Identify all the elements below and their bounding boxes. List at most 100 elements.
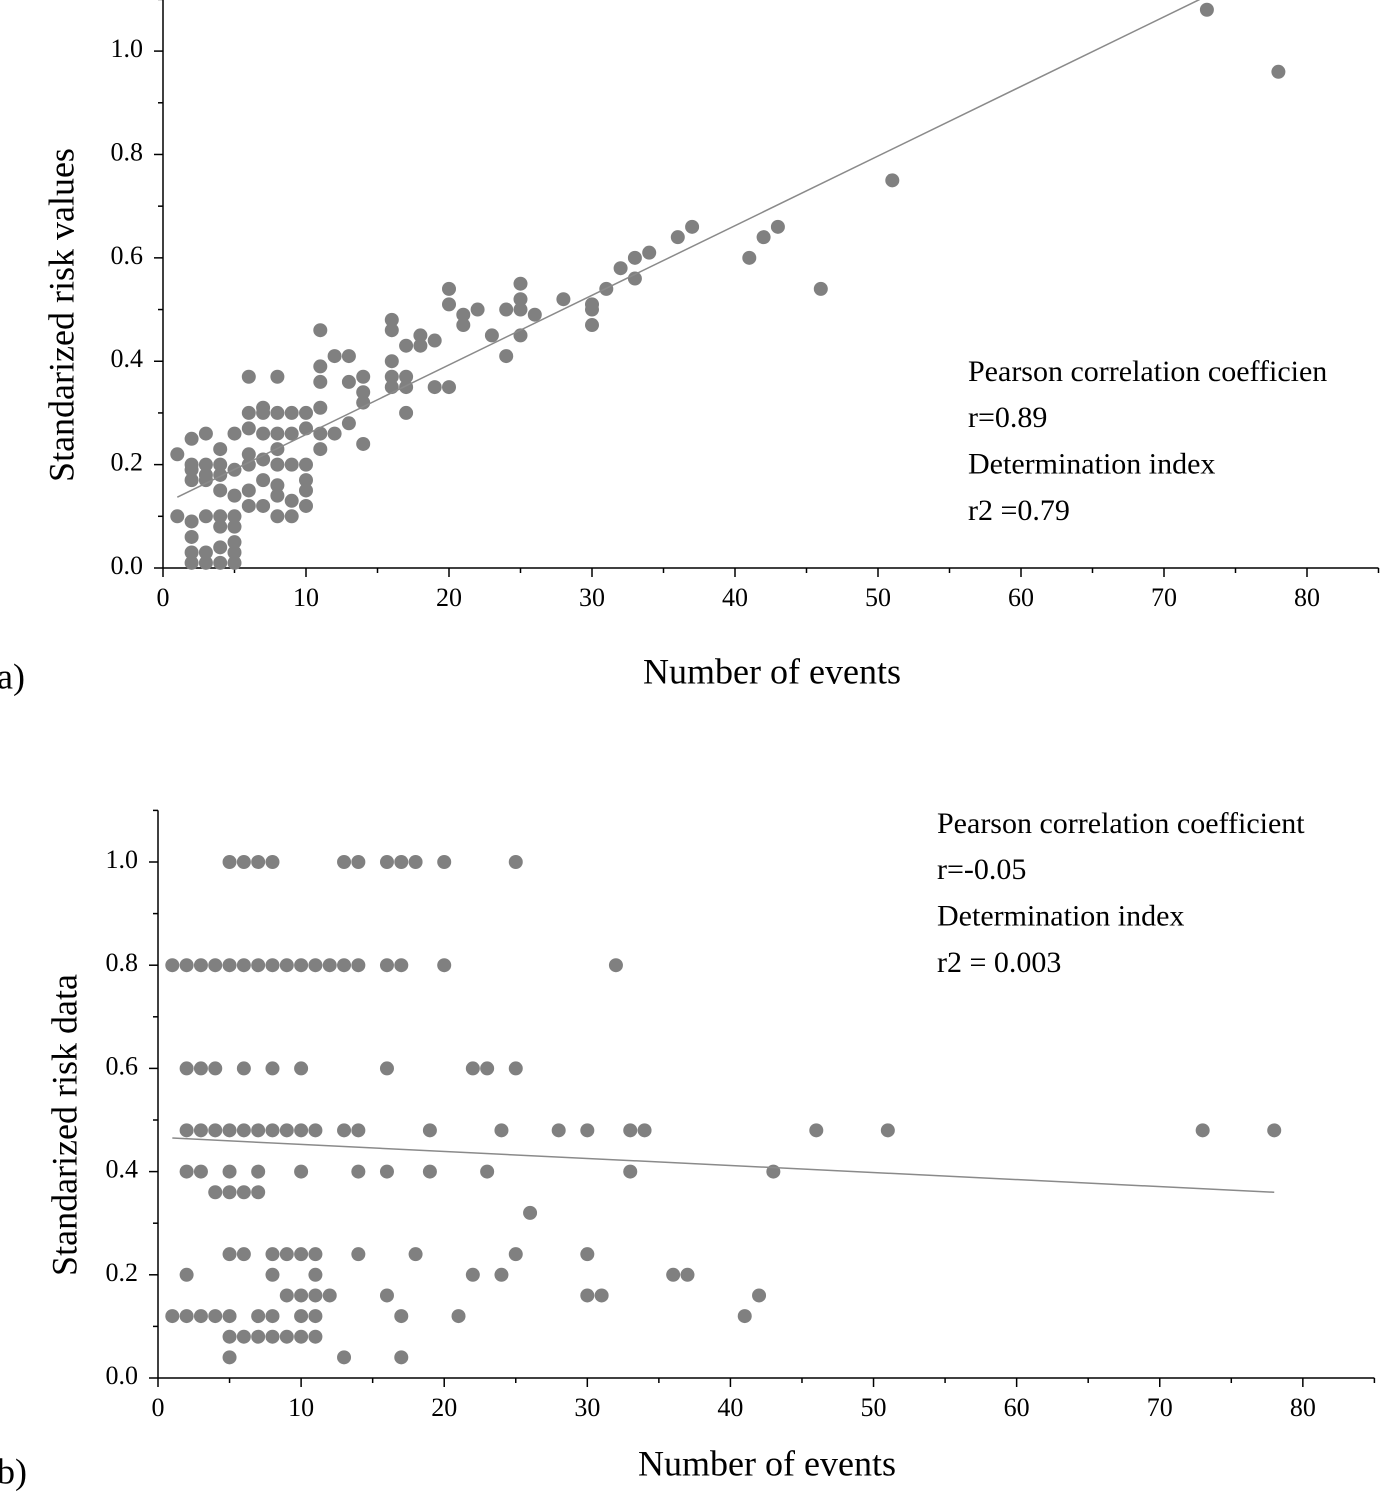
point <box>165 1309 180 1324</box>
point <box>294 1123 309 1138</box>
point <box>308 1288 323 1303</box>
point <box>351 1164 366 1179</box>
point <box>222 1123 237 1138</box>
point <box>399 405 414 420</box>
point <box>637 1123 652 1138</box>
point <box>394 1309 409 1324</box>
point <box>193 958 208 973</box>
point <box>1195 1123 1210 1138</box>
point <box>408 855 423 869</box>
point <box>208 958 223 973</box>
point <box>236 855 251 869</box>
annotation: Pearson correlation coefficient <box>937 807 1305 840</box>
point <box>184 555 199 570</box>
panel-label: b) <box>0 1451 27 1491</box>
x-axis-title: Number of events <box>643 651 901 691</box>
point <box>198 426 213 441</box>
point <box>213 540 228 555</box>
point <box>193 1309 208 1324</box>
point <box>222 1309 237 1324</box>
point <box>470 302 485 317</box>
point <box>184 529 199 544</box>
point <box>236 1329 251 1344</box>
point <box>422 1164 437 1179</box>
point <box>241 498 256 513</box>
point <box>508 1247 523 1262</box>
point <box>241 447 256 462</box>
point <box>227 545 242 560</box>
point <box>270 369 285 384</box>
point <box>327 426 342 441</box>
point <box>813 281 828 296</box>
point <box>270 426 285 441</box>
point <box>308 1309 323 1324</box>
point <box>337 958 352 973</box>
point <box>413 328 428 343</box>
point <box>299 473 313 488</box>
point <box>379 1164 394 1179</box>
point <box>227 488 242 503</box>
point <box>341 374 356 389</box>
point <box>379 855 394 869</box>
x-tick-label: 30 <box>579 583 605 612</box>
point <box>442 297 456 312</box>
point <box>299 483 313 498</box>
point <box>494 1123 509 1138</box>
point <box>394 855 409 869</box>
point <box>885 173 900 188</box>
point <box>294 1329 309 1344</box>
fit-line <box>172 1137 1275 1193</box>
point <box>165 958 180 973</box>
point <box>213 442 228 457</box>
point <box>356 395 371 410</box>
point <box>494 1267 509 1282</box>
point <box>270 509 285 524</box>
point <box>208 1123 223 1138</box>
point <box>213 467 228 482</box>
point <box>527 307 542 322</box>
x-tick-label: 40 <box>717 1393 743 1422</box>
point <box>265 1267 280 1282</box>
point <box>313 400 328 415</box>
point <box>394 958 409 973</box>
y-tick-label: 0.6 <box>111 241 144 270</box>
point <box>251 958 266 973</box>
point <box>308 1123 323 1138</box>
point <box>408 1247 423 1262</box>
point <box>308 1329 323 1344</box>
point <box>241 421 256 436</box>
point <box>313 359 328 374</box>
point <box>265 1309 280 1324</box>
point <box>513 302 528 317</box>
point <box>256 473 271 488</box>
point <box>222 1164 237 1179</box>
point <box>880 1123 895 1138</box>
point <box>279 1288 294 1303</box>
annotation: Pearson correlation coefficien <box>968 355 1327 388</box>
point <box>222 855 237 869</box>
point <box>341 349 356 364</box>
point <box>184 462 199 477</box>
point <box>265 855 280 869</box>
point <box>179 1309 194 1324</box>
point <box>208 1309 223 1324</box>
point <box>236 1061 251 1076</box>
x-tick-label: 20 <box>431 1393 457 1422</box>
point <box>427 380 442 395</box>
point <box>351 958 366 973</box>
point <box>341 416 356 431</box>
point <box>236 1247 251 1262</box>
point <box>179 958 194 973</box>
point <box>236 1185 251 1200</box>
point <box>351 1123 366 1138</box>
fit-line <box>176 0 1201 498</box>
point <box>256 498 271 513</box>
point <box>279 1247 294 1262</box>
x-tick-label: 0 <box>157 583 170 612</box>
point <box>394 1350 409 1365</box>
point <box>585 302 599 317</box>
x-axis-title: Number of events <box>638 1443 896 1483</box>
point <box>299 405 313 420</box>
annotation: r=0.89 <box>968 401 1047 434</box>
point <box>666 1267 681 1282</box>
